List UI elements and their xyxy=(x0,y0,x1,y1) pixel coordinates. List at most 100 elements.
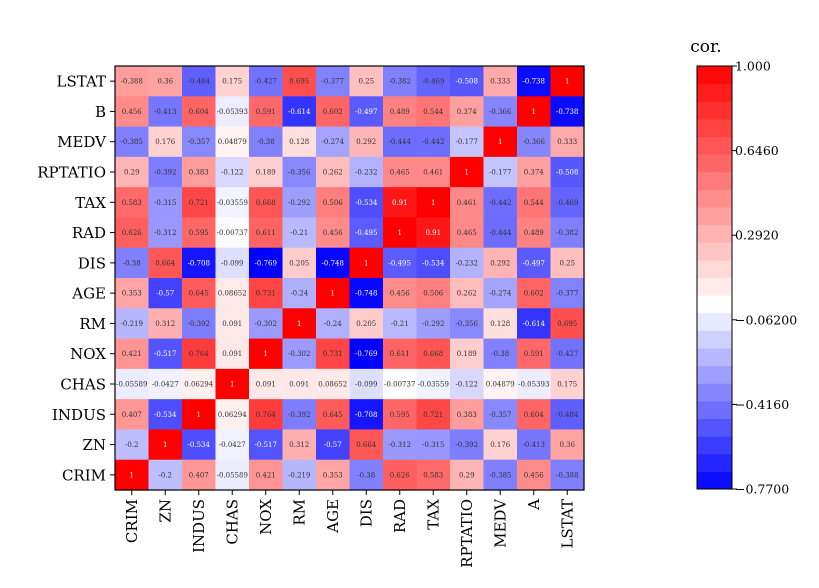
cell-value-label: 0.353 xyxy=(323,471,343,479)
y-tick-label: B xyxy=(95,103,106,121)
cell-value-label: 0.731 xyxy=(256,290,276,298)
heatmap-cell-medv-indus xyxy=(182,126,217,158)
colorbar-tick-label: 0.6460 xyxy=(735,143,779,158)
cell-value-label: -0.38 xyxy=(357,471,375,479)
heatmap-cell-medv-rad xyxy=(383,126,418,158)
y-tick-label: INDUS xyxy=(52,406,106,424)
cell-value-label: 1 xyxy=(297,320,301,328)
cell-value-label: 0.583 xyxy=(122,199,142,207)
cell-value-label: -0.534 xyxy=(422,259,445,267)
cell-value-label: 0.262 xyxy=(457,290,477,298)
heatmap-cell-crim-zn xyxy=(148,459,183,491)
heatmap-cell-medv-a xyxy=(517,126,552,158)
heatmap-cell-age-indus xyxy=(182,278,217,309)
cell-value-label: -0.385 xyxy=(489,471,511,479)
cell-value-label: 1 xyxy=(331,290,335,298)
heatmap-cell-nox-medv xyxy=(483,338,518,370)
cell-value-label: 0.695 xyxy=(289,78,309,86)
cell-value-label: -0.413 xyxy=(523,441,545,449)
heatmap-cell-rptatio-rad xyxy=(383,156,418,188)
colorbar-band xyxy=(697,295,732,314)
cell-value-label: -0.392 xyxy=(456,441,478,449)
heatmap-cell-age-a xyxy=(517,278,552,309)
x-tick-label: NOX xyxy=(257,499,275,535)
cell-value-label: 0.189 xyxy=(457,350,477,358)
colorbar-tick-label: −0.7700 xyxy=(735,482,789,497)
cell-value-label: 0.292 xyxy=(490,259,510,267)
cell-value-label: -0.738 xyxy=(523,78,545,86)
heatmap-cell-nox-nox xyxy=(249,338,284,370)
heatmap-cell-dis-crim xyxy=(115,247,150,279)
heatmap-cell-tax-indus xyxy=(182,187,217,219)
heatmap-cell-nox-rad xyxy=(383,338,418,370)
heatmap-cell-crim-medv xyxy=(483,459,518,491)
cell-value-label: -0.444 xyxy=(389,138,412,146)
heatmap-cell-chas-zn xyxy=(148,368,183,400)
heatmap-cell-dis-rptatio xyxy=(450,247,485,279)
heatmap-cell-chas-rptatio xyxy=(450,368,485,400)
heatmap-cell-tax-rm xyxy=(282,187,317,219)
heatmap-cell-dis-nox xyxy=(249,247,284,279)
cell-value-label: -0.302 xyxy=(288,350,310,358)
y-tick-label: CHAS xyxy=(60,376,106,394)
colorbar-tick-label: −0.4160 xyxy=(735,397,789,412)
cell-value-label: 0.544 xyxy=(423,108,444,116)
cell-value-label: 0.292 xyxy=(356,138,376,146)
heatmap-cell-medv-rptatio xyxy=(450,126,485,158)
heatmap-cell-b-rptatio xyxy=(450,96,485,128)
heatmap-cell-indus-nox xyxy=(249,399,284,431)
heatmap-cell-rm-lstat xyxy=(550,308,585,340)
cell-value-label: -0.356 xyxy=(288,169,311,177)
x-tick-label: TAX xyxy=(424,499,442,530)
cell-value-label: 0.668 xyxy=(256,199,276,207)
cell-value-label: 0.456 xyxy=(524,471,545,479)
x-tick-label: INDUS xyxy=(190,499,208,553)
colorbar-band xyxy=(697,224,732,243)
heatmap-cell-zn-rm xyxy=(282,429,317,461)
heatmap-cell-lstat-lstat xyxy=(550,66,585,97)
cell-value-label: -0.769 xyxy=(355,350,377,358)
heatmap-cell-indus-age xyxy=(316,399,351,431)
heatmap-cell-indus-dis xyxy=(349,399,384,431)
cell-value-label: 0.407 xyxy=(189,471,209,479)
heatmap-cell-medv-tax xyxy=(416,126,451,158)
heatmap-cell-crim-chas xyxy=(215,459,250,491)
x-tick-label: RPTATIO xyxy=(458,499,476,568)
heatmap-cell-nox-age xyxy=(316,338,351,370)
heatmap-cell-rad-tax xyxy=(416,217,451,249)
heatmap-cell-zn-indus xyxy=(182,429,217,461)
cell-value-label: 0.175 xyxy=(222,78,242,86)
cell-value-label: 1 xyxy=(197,411,201,419)
y-tick-label: NOX xyxy=(70,345,106,363)
cell-value-label: 0.489 xyxy=(390,108,410,116)
cell-value-label: 0.456 xyxy=(390,290,411,298)
heatmap-cell-rad-a xyxy=(517,217,552,249)
heatmap-cell-crim-indus xyxy=(182,459,217,491)
heatmap-cell-crim-rad xyxy=(383,459,418,491)
heatmap-cell-b-medv xyxy=(483,96,518,128)
cell-value-label: 0.721 xyxy=(423,411,443,419)
heatmap-cell-rptatio-a xyxy=(517,156,552,188)
cell-value-label: 0.664 xyxy=(155,259,176,267)
cell-value-label: 0.695 xyxy=(557,320,577,328)
cell-value-label: 0.353 xyxy=(122,290,142,298)
cell-value-label: 0.176 xyxy=(155,138,176,146)
y-tick-label: AGE xyxy=(71,285,106,303)
cell-value-label: -0.484 xyxy=(556,411,579,419)
cell-value-label: 0.544 xyxy=(524,199,545,207)
cell-value-label: -0.769 xyxy=(255,259,277,267)
cell-value-label: 1 xyxy=(532,108,536,116)
cell-value-label: -0.312 xyxy=(389,441,411,449)
cell-value-label: -0.497 xyxy=(523,259,545,267)
cell-value-label: 0.29 xyxy=(459,471,475,479)
heatmap-cell-lstat-rptatio xyxy=(450,66,485,97)
cell-value-label: -0.377 xyxy=(556,290,578,298)
heatmap-cell-crim-lstat xyxy=(550,459,585,491)
x-tick-label: AGE xyxy=(324,499,342,534)
cell-value-label: 0.645 xyxy=(189,290,209,298)
heatmap-cell-age-age xyxy=(316,278,351,309)
cell-value-label: -0.05393 xyxy=(518,381,549,389)
cell-value-label: 0.456 xyxy=(323,229,344,237)
y-tick-label: RAD xyxy=(72,224,106,242)
cell-value-label: -0.312 xyxy=(154,229,176,237)
